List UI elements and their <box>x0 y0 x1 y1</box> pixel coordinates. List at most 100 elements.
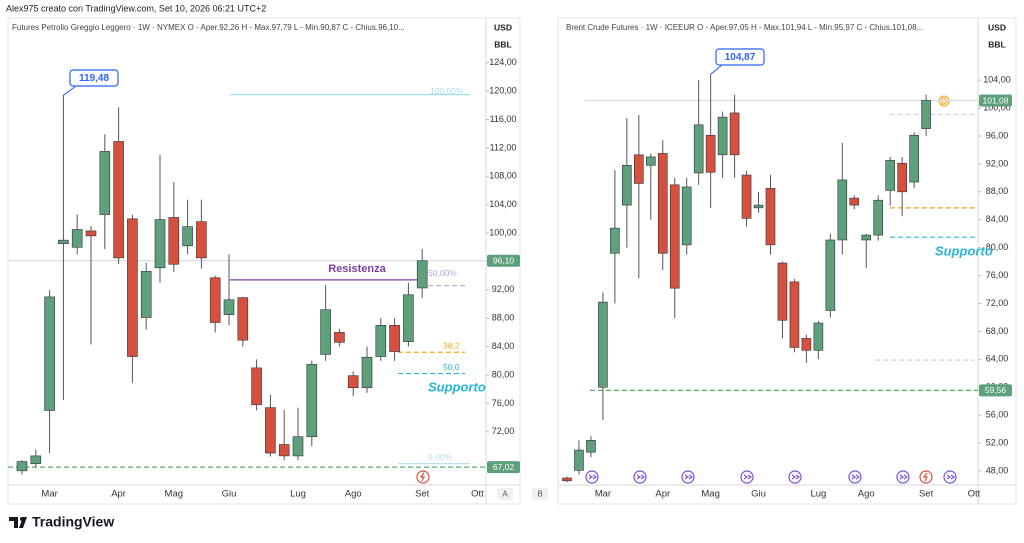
event-icon-red[interactable] <box>919 470 933 484</box>
y-tick-label: 72,00 <box>986 298 1009 308</box>
level-label: 38,2 <box>443 341 460 351</box>
y-tick-label: 104,00 <box>983 75 1011 85</box>
price-label-box <box>979 94 1012 107</box>
candle-body <box>113 141 124 259</box>
right-panel <box>557 17 1017 505</box>
y-tick-label: 88,00 <box>986 186 1009 196</box>
callout-pointer <box>63 85 77 96</box>
candle-body <box>168 217 180 265</box>
y-tick-label: 104,00 <box>489 199 517 209</box>
event-arrows <box>588 474 956 480</box>
y-tick-label: 76,00 <box>986 270 1009 280</box>
event-icon[interactable] <box>848 470 862 484</box>
callout-label: 119,48 <box>79 73 109 84</box>
x-tick-label: Mar <box>41 489 57 500</box>
x-tick-label: Mag <box>165 489 183 500</box>
price-label: 67,02 <box>493 462 515 472</box>
candle-body <box>99 151 111 215</box>
candle-body <box>375 325 387 357</box>
candle-body <box>789 281 800 348</box>
event-icons <box>416 470 957 484</box>
x-tick-label: Set <box>415 489 430 500</box>
candle-body <box>741 174 752 219</box>
button-a[interactable] <box>497 488 513 500</box>
x-tick-label: Lug <box>810 489 826 500</box>
candle-body <box>586 440 596 453</box>
y-tick-label: 56,00 <box>986 410 1009 420</box>
price-label-box <box>487 254 520 267</box>
level-label: 0,00% <box>428 452 453 462</box>
candle-body <box>16 461 28 472</box>
event-icon[interactable] <box>788 470 802 484</box>
price-label: 101,08 <box>983 95 1009 105</box>
candle-body <box>306 364 318 438</box>
unit-label: BBL <box>494 39 511 49</box>
x-tick-label: Ott <box>968 489 981 500</box>
y-tick-label: 116,00 <box>490 114 517 124</box>
candle-body <box>813 322 824 351</box>
x-tick-label: Ago <box>345 489 362 500</box>
candle-body <box>801 338 812 351</box>
y-tick-label: 112,00 <box>490 142 517 152</box>
candle-body <box>292 436 304 457</box>
event-icon[interactable] <box>943 470 957 484</box>
candle-body <box>753 204 764 209</box>
y-tick-label: 80,00 <box>492 369 515 379</box>
author-line: Alex975 creato con TradingView.com, Set … <box>6 3 266 13</box>
candle-body <box>729 112 740 156</box>
x-tick-label: Apr <box>655 489 670 500</box>
candle-body <box>574 449 584 471</box>
x-tick-label: Giu <box>751 489 766 500</box>
event-icon[interactable] <box>585 470 599 484</box>
y-tick-label: 68,00 <box>986 326 1009 336</box>
candle-body <box>58 239 69 244</box>
event-icon[interactable] <box>633 470 647 484</box>
candle-body <box>634 154 644 184</box>
button-b[interactable] <box>532 488 548 500</box>
candle-body <box>873 199 884 236</box>
candle-body <box>182 226 193 247</box>
candle-body <box>765 188 776 246</box>
level-label: 50,0 <box>443 362 460 372</box>
candle-body <box>657 153 668 254</box>
candle-body <box>251 367 262 406</box>
y-tick-label: 76,00 <box>492 398 515 408</box>
candle-body <box>921 100 931 129</box>
event-icon-red[interactable] <box>416 470 430 484</box>
y-tick-label: 52,00 <box>986 437 1009 447</box>
candle-body <box>562 477 572 482</box>
y-tick-label: 120,00 <box>489 85 517 95</box>
candle-body <box>85 230 97 237</box>
candle-body <box>416 260 428 289</box>
candle-body <box>154 219 166 269</box>
callout-box <box>715 48 765 66</box>
event-bolt <box>419 472 928 482</box>
candle-body <box>265 407 276 454</box>
price-label-box <box>487 461 520 474</box>
candle-body <box>127 218 138 357</box>
callout-label: 104,87 <box>725 52 756 63</box>
candle-body <box>140 271 152 318</box>
button-b-label[interactable]: B <box>537 490 542 499</box>
y-tick-label: 84,00 <box>492 341 515 351</box>
event-icon[interactable] <box>681 470 695 484</box>
unit-label: BBL <box>988 39 1005 49</box>
level-label: Resistenza <box>328 263 386 275</box>
candle-body <box>610 227 620 254</box>
y-tick-label: 84,00 <box>986 214 1009 224</box>
level-label: 50,00% <box>428 268 457 278</box>
candle-body <box>825 239 836 311</box>
candle-body <box>837 179 848 241</box>
dividend-badge-glyph <box>941 97 947 105</box>
event-icon[interactable] <box>740 470 754 484</box>
candle-body <box>278 444 290 457</box>
event-icon[interactable] <box>896 470 910 484</box>
candle-body <box>209 277 221 323</box>
y-tick-label: 92,00 <box>492 284 515 294</box>
candle-body <box>347 375 359 389</box>
button-a-label[interactable]: A <box>502 490 508 499</box>
annotation: Supporto <box>428 379 486 394</box>
candle-body <box>196 221 207 259</box>
